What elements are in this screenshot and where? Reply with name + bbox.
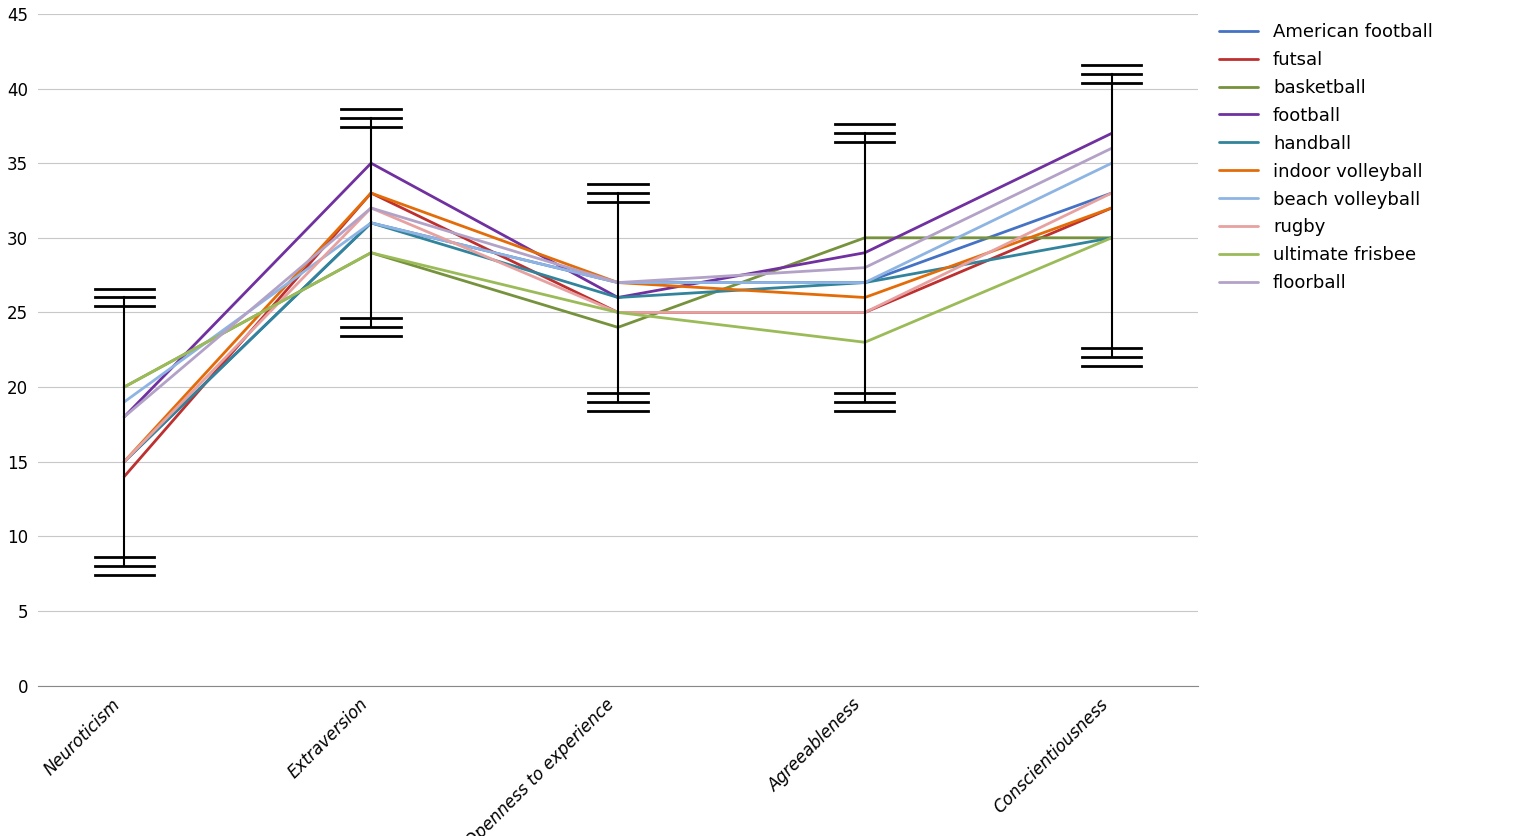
indoor volleyball: [608, 278, 627, 288]
American football: [608, 278, 627, 288]
Legend: American football, futsal, basketball, football, handball, indoor volleyball, be: American football, futsal, basketball, f…: [1218, 23, 1433, 293]
futsal: [608, 308, 627, 318]
Line: indoor volleyball: indoor volleyball: [124, 193, 1112, 461]
Line: handball: handball: [124, 223, 1112, 461]
football: [115, 412, 134, 422]
floorball: [1103, 143, 1121, 153]
basketball: [115, 382, 134, 392]
Line: American football: American football: [124, 193, 1112, 461]
beach volleyball: [1103, 158, 1121, 168]
ultimate frisbee: [856, 337, 874, 347]
beach volleyball: [115, 397, 134, 407]
indoor volleyball: [115, 456, 134, 466]
handball: [362, 218, 381, 228]
American football: [362, 218, 381, 228]
Line: ultimate frisbee: ultimate frisbee: [124, 237, 1112, 387]
basketball: [362, 247, 381, 257]
futsal: [1103, 203, 1121, 213]
Line: basketball: basketball: [124, 237, 1112, 387]
basketball: [1103, 232, 1121, 242]
ultimate frisbee: [1103, 232, 1121, 242]
indoor volleyball: [856, 293, 874, 303]
floorball: [608, 278, 627, 288]
Line: rugby: rugby: [124, 193, 1112, 461]
indoor volleyball: [362, 188, 381, 198]
basketball: [608, 323, 627, 333]
handball: [115, 456, 134, 466]
basketball: [856, 232, 874, 242]
American football: [115, 456, 134, 466]
floorball: [856, 263, 874, 273]
futsal: [856, 308, 874, 318]
football: [1103, 128, 1121, 138]
floorball: [362, 203, 381, 213]
rugby: [1103, 188, 1121, 198]
Line: football: football: [124, 133, 1112, 417]
futsal: [362, 188, 381, 198]
Line: floorball: floorball: [124, 148, 1112, 417]
handball: [608, 293, 627, 303]
handball: [856, 278, 874, 288]
rugby: [856, 308, 874, 318]
American football: [856, 278, 874, 288]
futsal: [115, 472, 134, 482]
floorball: [115, 412, 134, 422]
beach volleyball: [362, 218, 381, 228]
ultimate frisbee: [115, 382, 134, 392]
Line: futsal: futsal: [124, 193, 1112, 477]
American football: [1103, 188, 1121, 198]
Line: beach volleyball: beach volleyball: [124, 163, 1112, 402]
ultimate frisbee: [362, 247, 381, 257]
handball: [1103, 232, 1121, 242]
football: [362, 158, 381, 168]
rugby: [362, 203, 381, 213]
football: [608, 293, 627, 303]
rugby: [608, 308, 627, 318]
beach volleyball: [856, 278, 874, 288]
beach volleyball: [608, 278, 627, 288]
football: [856, 247, 874, 257]
indoor volleyball: [1103, 203, 1121, 213]
ultimate frisbee: [608, 308, 627, 318]
rugby: [115, 456, 134, 466]
